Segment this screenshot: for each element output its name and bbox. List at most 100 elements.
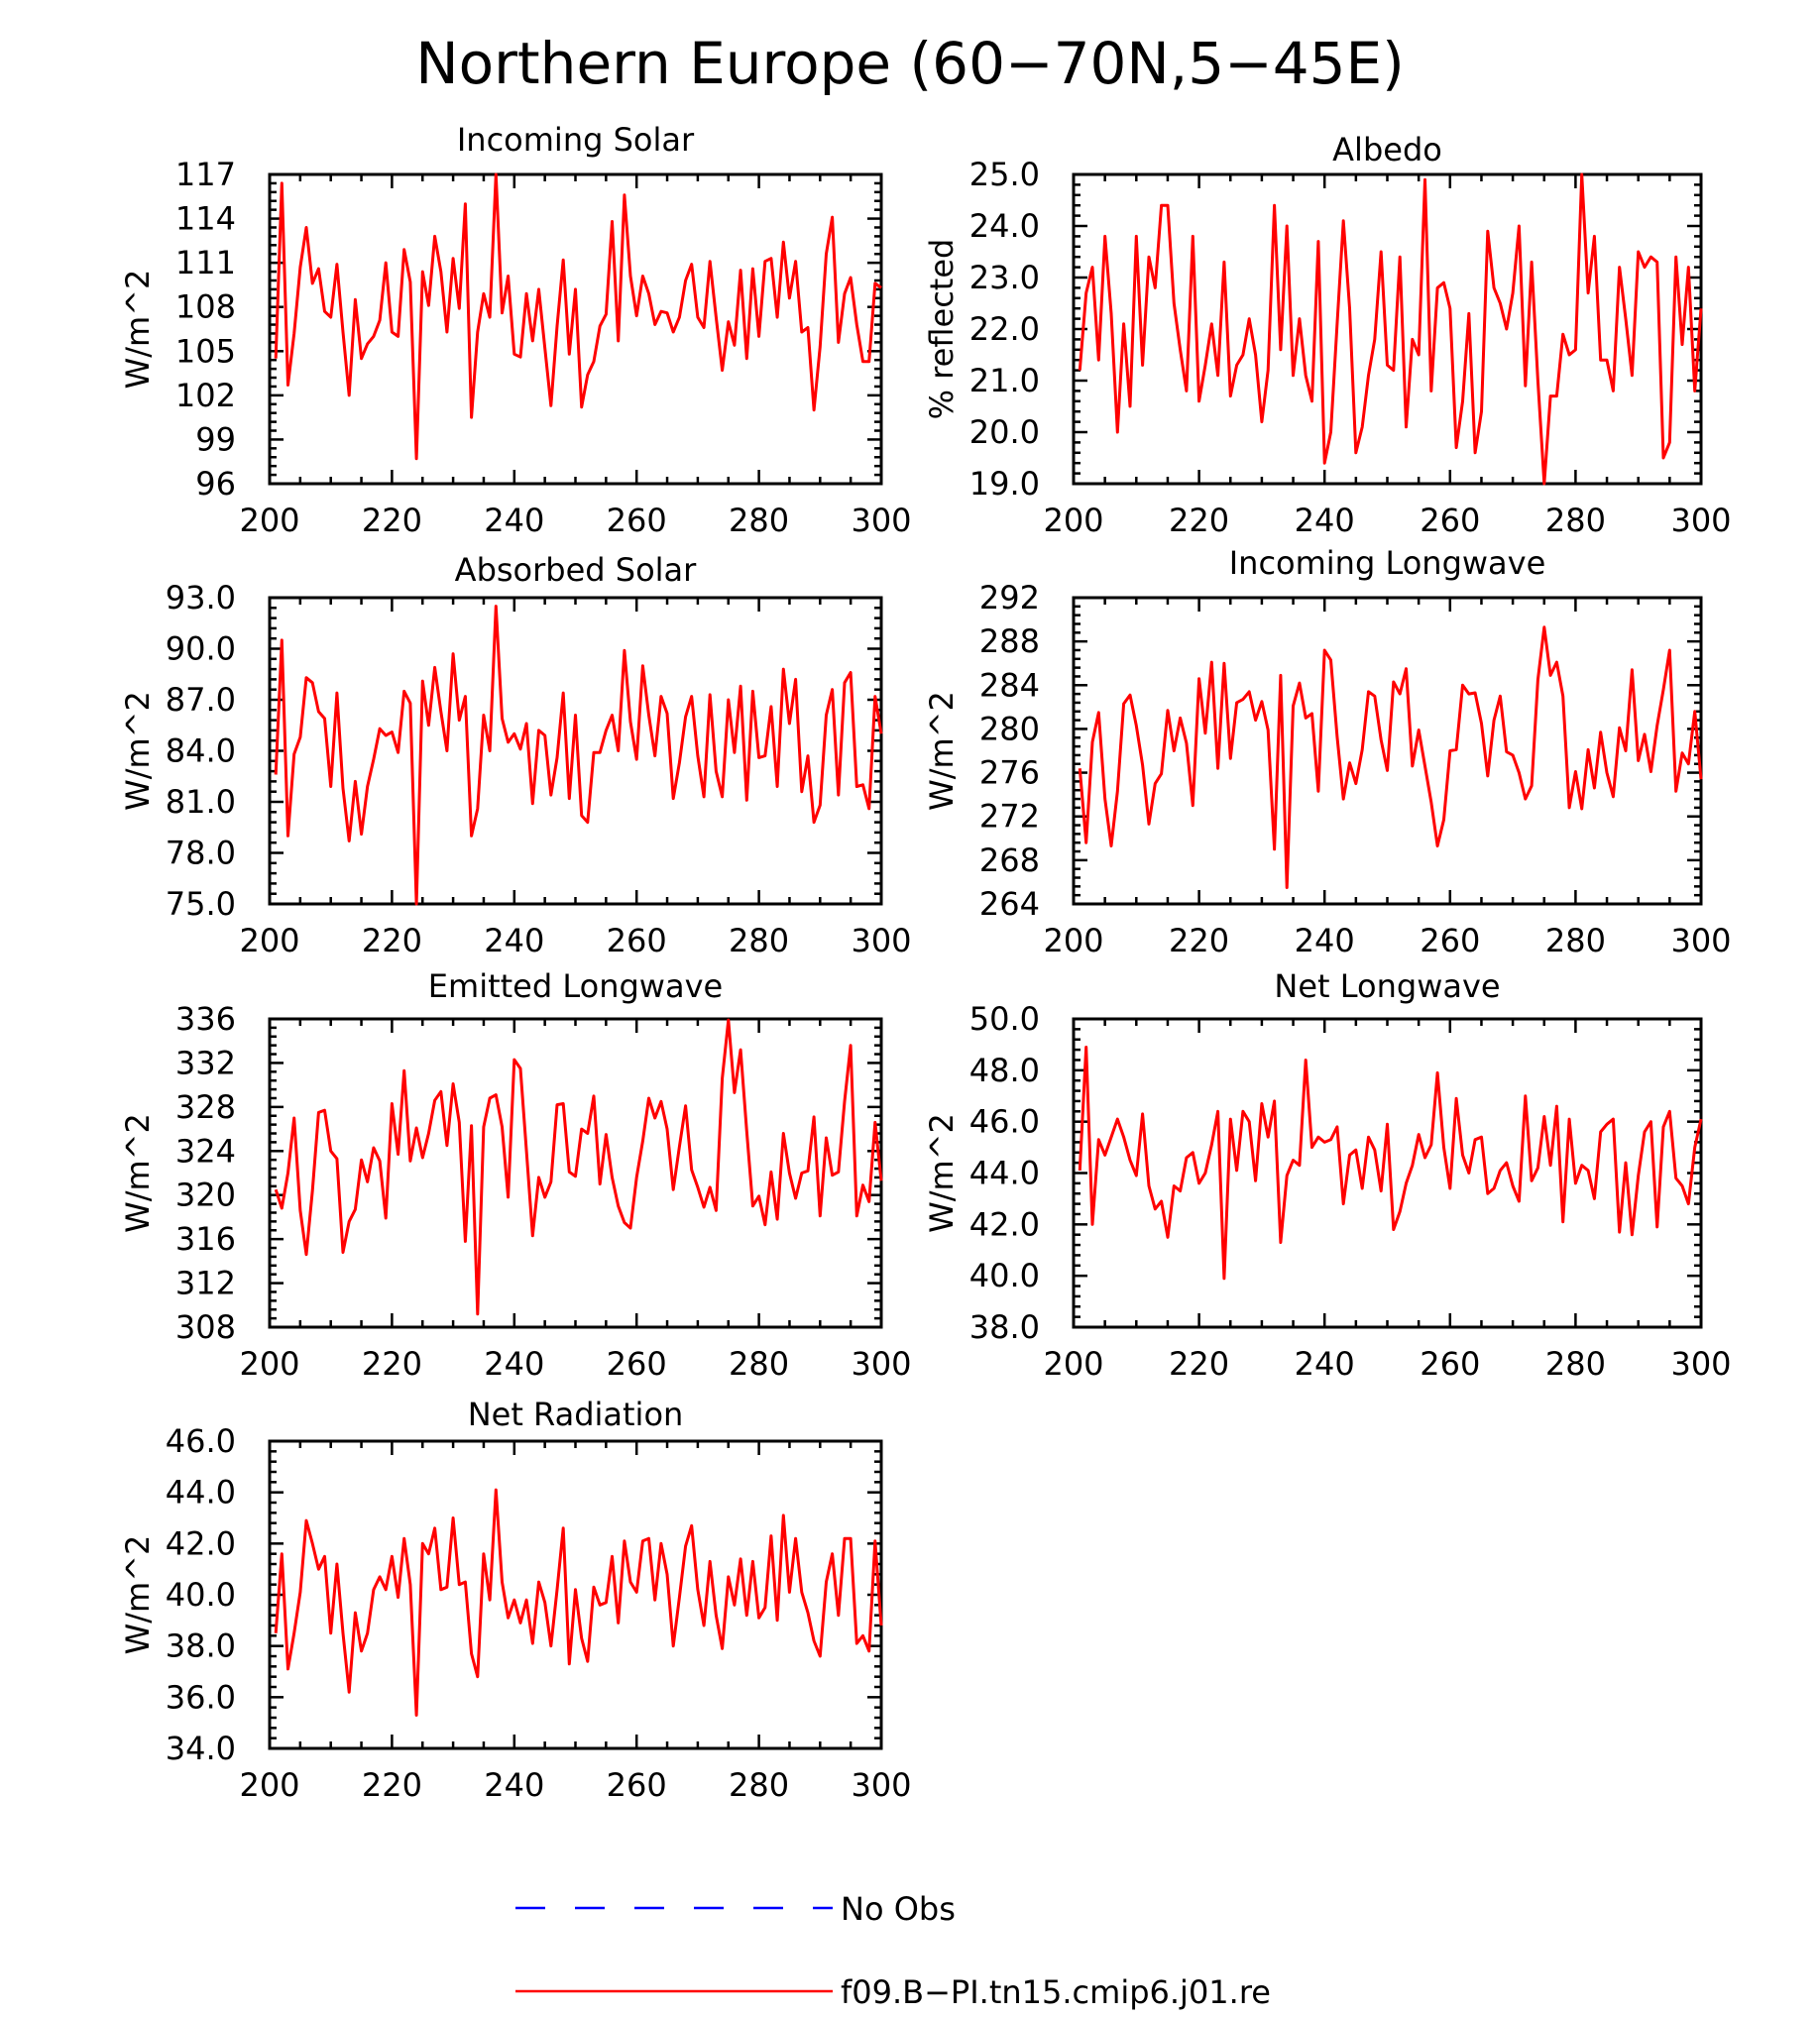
- y-tick-label: 40.0: [166, 1576, 236, 1614]
- y-tick-label: 99: [195, 420, 236, 458]
- y-axis-label: W/m^2: [119, 691, 157, 811]
- chart-panels: 200 220 240 260 280 300 96 99 102 105 108 111 114 117…: [119, 121, 1732, 1804]
- y-tick-label: 25.0: [969, 156, 1040, 193]
- x-tick-label: 220: [1169, 922, 1229, 959]
- x-tick-label: 200: [239, 1766, 299, 1804]
- panel-title: Net Longwave: [1274, 967, 1500, 1005]
- series-line-net-longwave: [1078, 1046, 1703, 1281]
- series-line-emitted-longwave: [274, 1018, 883, 1316]
- y-tick-label: 280: [979, 710, 1040, 747]
- x-tick-label: 280: [1545, 1345, 1606, 1383]
- x-tick-label: 280: [1545, 922, 1606, 959]
- panel-frame-absorbed-solar: [268, 596, 883, 906]
- y-tick-label: 90.0: [166, 630, 236, 668]
- x-tick-label: 300: [1670, 502, 1731, 539]
- y-tick-label: 38.0: [969, 1308, 1040, 1346]
- y-tick-label: 96: [195, 465, 236, 503]
- x-tick-label: 220: [362, 502, 422, 539]
- y-tick-label: 48.0: [969, 1052, 1040, 1089]
- y-tick-label: 292: [979, 579, 1040, 617]
- y-tick-label: 105: [175, 332, 236, 370]
- x-tick-label: 260: [607, 1345, 667, 1383]
- series-line-absorbed-solar: [274, 605, 883, 906]
- y-tick-label: 108: [175, 288, 236, 326]
- y-tick-label: 50.0: [969, 1000, 1040, 1038]
- panel-title: Albedo: [1332, 131, 1442, 168]
- y-tick-label: 93.0: [166, 579, 236, 617]
- y-tick-label: 81.0: [166, 783, 236, 821]
- y-tick-label: 42.0: [166, 1524, 236, 1562]
- figure-title: Northern Europe (60−70N,5−45E): [415, 30, 1405, 97]
- x-tick-label: 300: [851, 1345, 911, 1383]
- x-tick-label: 280: [729, 1345, 789, 1383]
- x-tick-label: 300: [851, 1766, 911, 1804]
- legend-label-model: f09.B−PI.tn15.cmip6.j01.re: [841, 1973, 1271, 2011]
- y-tick-label: 36.0: [166, 1678, 236, 1716]
- x-tick-label: 200: [1043, 502, 1103, 539]
- x-tick-label: 260: [607, 502, 667, 539]
- x-tick-label: 240: [1295, 1345, 1355, 1383]
- y-axis-label: W/m^2: [119, 270, 157, 390]
- y-axis-label: W/m^2: [119, 1113, 157, 1233]
- y-tick-label: 44.0: [166, 1474, 236, 1512]
- x-tick-label: 260: [607, 922, 667, 959]
- y-tick-label: 268: [979, 841, 1040, 879]
- x-tick-label: 200: [239, 1345, 299, 1383]
- series-line-net-radiation: [274, 1488, 883, 1717]
- y-tick-label: 316: [175, 1220, 236, 1258]
- x-tick-label: 220: [362, 1345, 422, 1383]
- y-tick-label: 328: [175, 1088, 236, 1126]
- x-tick-label: 280: [729, 1766, 789, 1804]
- y-tick-label: 20.0: [969, 413, 1040, 451]
- panel-title: Incoming Longwave: [1229, 544, 1546, 582]
- y-tick-label: 284: [979, 666, 1040, 704]
- x-tick-label: 200: [1043, 1345, 1103, 1383]
- y-tick-label: 272: [979, 798, 1040, 836]
- x-tick-label: 260: [607, 1766, 667, 1804]
- y-tick-label: 22.0: [969, 310, 1040, 348]
- x-tick-label: 280: [729, 502, 789, 539]
- y-tick-label: 24.0: [969, 207, 1040, 245]
- panel-title: Incoming Solar: [457, 121, 695, 159]
- panel-emitted-longwave: 200 220 240 260 280 300 308 312 316 320 324 328 332 3…: [119, 967, 912, 1383]
- legend-label-no-obs: No Obs: [841, 1890, 956, 1928]
- x-tick-label: 240: [484, 502, 544, 539]
- x-tick-label: 300: [1670, 1345, 1731, 1383]
- y-tick-label: 46.0: [166, 1422, 236, 1460]
- x-tick-label: 300: [1670, 922, 1731, 959]
- x-tick-label: 220: [1169, 502, 1229, 539]
- y-axis-label: % reflected: [923, 239, 961, 420]
- x-tick-label: 200: [239, 922, 299, 959]
- panel-frame-net-longwave: [1072, 1017, 1703, 1329]
- x-tick-label: 200: [1043, 922, 1103, 959]
- x-tick-label: 220: [1169, 1345, 1229, 1383]
- y-tick-label: 34.0: [166, 1730, 236, 1767]
- y-tick-label: 23.0: [969, 259, 1040, 296]
- x-tick-label: 240: [484, 922, 544, 959]
- x-tick-label: 260: [1420, 1345, 1480, 1383]
- y-axis-label: W/m^2: [119, 1535, 157, 1655]
- y-tick-label: 336: [175, 1000, 236, 1038]
- y-tick-label: 102: [175, 377, 236, 414]
- y-tick-label: 320: [175, 1177, 236, 1214]
- y-tick-label: 75.0: [166, 885, 236, 923]
- panel-absorbed-solar: 200 220 240 260 280 300 75.0 78.0 81.0 84.0 87.0 90…: [119, 551, 912, 959]
- y-tick-label: 21.0: [969, 362, 1040, 399]
- y-tick-label: 42.0: [969, 1205, 1040, 1243]
- y-tick-label: 117: [175, 156, 236, 193]
- y-tick-label: 38.0: [166, 1627, 236, 1665]
- panel-incoming-solar: 200 220 240 260 280 300 96 99 102 105 108 111 114 117…: [119, 121, 912, 539]
- panel-albedo: 200 220 240 260 280 300 19.0 20.0 21.0 22.0 23.0 24…: [923, 131, 1732, 539]
- y-tick-label: 46.0: [969, 1103, 1040, 1141]
- y-tick-label: 78.0: [166, 835, 236, 872]
- y-axis-label: W/m^2: [923, 691, 961, 811]
- x-tick-label: 300: [851, 502, 911, 539]
- panel-title: Absorbed Solar: [455, 551, 697, 589]
- series-line-incoming-solar: [274, 172, 882, 461]
- legend: No Obs f09.B−PI.tn15.cmip6.j01.re: [515, 1890, 1271, 2011]
- y-tick-label: 19.0: [969, 465, 1040, 503]
- panel-incoming-longwave: 200 220 240 260 280 300 264 268 272 276 280 284 288 2…: [923, 544, 1732, 959]
- x-tick-label: 220: [362, 922, 422, 959]
- x-tick-label: 240: [1295, 922, 1355, 959]
